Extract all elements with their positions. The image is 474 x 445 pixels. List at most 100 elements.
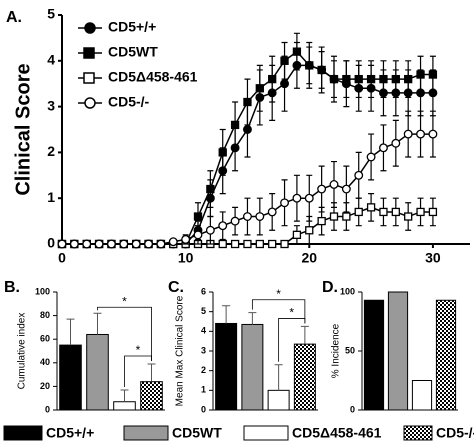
- legend-swatch: [243, 425, 289, 441]
- error-bar: [300, 325, 309, 345]
- marker: [255, 84, 264, 93]
- legend-swatch: [123, 425, 169, 441]
- legend-marker: [83, 72, 95, 84]
- x-tick-label: 10: [178, 250, 194, 266]
- error-bar: [274, 364, 283, 391]
- y-axis-label: Mean Max Clinical Score: [175, 295, 186, 406]
- marker: [193, 230, 203, 240]
- marker: [354, 170, 364, 180]
- y-tick-label: 5: [47, 6, 55, 22]
- y-tick-label: 20: [40, 381, 50, 391]
- marker: [416, 70, 425, 79]
- y-tick-label: 80: [40, 310, 50, 320]
- marker: [428, 207, 438, 217]
- marker: [317, 184, 327, 194]
- y-axis-label: Clinical Score: [12, 63, 34, 195]
- marker: [230, 239, 240, 249]
- y-tick-label: 2: [47, 143, 55, 159]
- marker: [403, 129, 413, 139]
- significance-bracket: [251, 299, 306, 324]
- error-bar: [66, 318, 75, 346]
- y-tick-label: 0: [45, 404, 50, 414]
- significance-label: *: [289, 306, 294, 320]
- legend-swatch: [3, 425, 43, 441]
- marker: [243, 239, 252, 249]
- legend-label: CD5WT: [108, 44, 158, 60]
- y-tick-label: 40: [40, 357, 50, 367]
- marker: [218, 148, 227, 157]
- legend-label: CD5-/-: [108, 94, 150, 110]
- marker: [280, 198, 289, 208]
- marker: [341, 184, 351, 194]
- marker: [292, 193, 302, 203]
- marker: [193, 212, 203, 221]
- marker: [255, 239, 264, 249]
- marker: [57, 239, 67, 249]
- marker: [268, 239, 277, 249]
- marker: [243, 97, 252, 107]
- marker: [69, 239, 79, 249]
- marker: [379, 74, 388, 84]
- x-tick-label: 30: [425, 250, 441, 266]
- y-tick-label: 3: [201, 345, 206, 355]
- y-tick-label: 60: [40, 334, 50, 344]
- y-tick-label: 50: [345, 345, 355, 355]
- marker: [267, 207, 277, 217]
- y-axis-label: Cumulative index: [17, 313, 28, 390]
- error-bar: [93, 312, 102, 335]
- marker: [379, 143, 388, 153]
- y-tick-label: 100: [35, 286, 50, 296]
- marker: [366, 203, 376, 212]
- y-tick-label: 3: [47, 97, 55, 113]
- y-tick-label: 4: [47, 52, 55, 68]
- bar: [363, 299, 385, 411]
- marker: [218, 221, 228, 231]
- marker: [391, 207, 400, 217]
- marker: [94, 239, 104, 249]
- marker: [119, 239, 129, 249]
- marker: [305, 61, 314, 70]
- marker: [131, 239, 141, 249]
- marker: [144, 239, 153, 249]
- panel-label: D.: [322, 279, 338, 296]
- significance-bracket: [97, 306, 152, 361]
- marker: [342, 74, 351, 84]
- marker: [243, 125, 252, 134]
- y-tick-label: 5: [201, 306, 206, 316]
- marker: [317, 216, 326, 226]
- panel-label: A.: [6, 9, 22, 26]
- marker: [379, 207, 388, 217]
- marker: [243, 212, 252, 221]
- legend-label: CD5+/+: [46, 425, 94, 441]
- marker: [168, 237, 178, 247]
- y-tick-label: 6: [201, 286, 206, 296]
- y-tick-label: 0: [201, 404, 206, 414]
- marker: [354, 207, 363, 217]
- marker: [107, 239, 116, 249]
- marker: [404, 212, 413, 221]
- y-tick-label: 2: [201, 365, 206, 375]
- legend-marker: [84, 97, 96, 109]
- y-tick-label: 0: [47, 235, 55, 251]
- marker: [280, 79, 289, 89]
- marker: [268, 74, 277, 84]
- y-axis-label: % Incidence: [331, 323, 342, 378]
- marker: [366, 152, 376, 162]
- marker: [342, 212, 351, 221]
- bar: [293, 343, 316, 411]
- legend-swatch: [403, 425, 433, 441]
- bar: [411, 380, 433, 411]
- legend-label: CD5Δ458-461: [108, 69, 198, 85]
- bar: [267, 389, 290, 411]
- marker: [366, 74, 376, 84]
- panel-label: C.: [168, 279, 184, 296]
- legend-marker: [83, 47, 95, 59]
- y-tick-label: 0: [350, 404, 355, 414]
- significance-label: *: [136, 343, 141, 357]
- legend-label: CD5WT: [172, 425, 222, 441]
- y-tick-label: 100: [340, 286, 355, 296]
- x-tick-label: 0: [58, 250, 66, 266]
- significance-bracket: [278, 318, 306, 362]
- bar: [387, 291, 409, 411]
